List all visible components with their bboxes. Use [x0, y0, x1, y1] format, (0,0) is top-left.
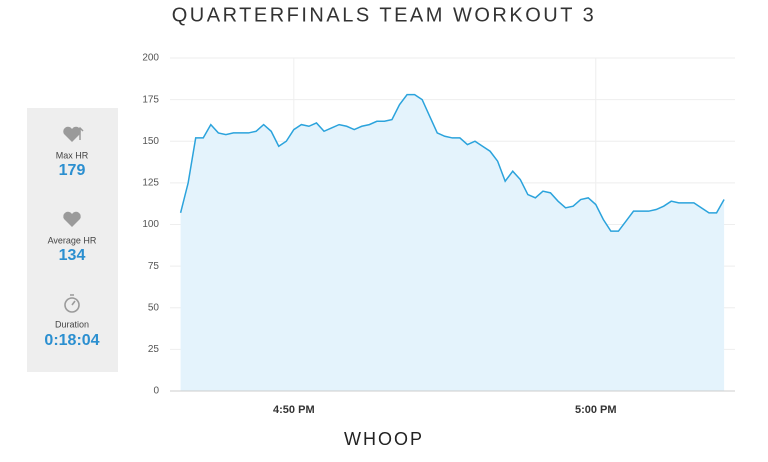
y-tick-label: 125 [142, 178, 159, 189]
y-tick-label: 50 [148, 302, 160, 313]
duration-hand [70, 294, 76, 306]
duration-icon [64, 297, 80, 313]
avg-hr-icon [63, 211, 81, 227]
y-tick-label: 0 [153, 386, 159, 397]
x-tick-label: 5:00 PM [575, 404, 617, 416]
stat-value: 179 [59, 162, 86, 179]
y-tick-label: 150 [142, 136, 159, 147]
footer-logo: WHOOP [344, 429, 424, 449]
x-tick-label: 4:50 PM [273, 404, 315, 416]
area [180, 94, 725, 391]
max-hr-icon [63, 126, 81, 142]
stat-value: 134 [59, 247, 86, 264]
y-tick-label: 175 [142, 94, 159, 105]
stat-label: Duration [55, 319, 89, 329]
stat-label: Max HR [56, 150, 89, 160]
y-tick-label: 200 [142, 53, 159, 64]
max-hr-arrow [76, 126, 84, 140]
stats-panel [27, 108, 118, 372]
y-tick-label: 75 [148, 261, 160, 272]
plot: 0 25 50 75 100 125 150 175 200 4:50 PM 5:00 PM [142, 53, 735, 416]
hr-line [179, 93, 725, 232]
stat-value: 0:18:04 [44, 332, 99, 349]
y-tick-label: 25 [148, 344, 160, 355]
y-tick-label: 100 [142, 219, 159, 230]
stat-label: Average HR [48, 235, 97, 245]
chart-title: QUARTERFINALS TEAM WORKOUT 3 [172, 4, 597, 26]
